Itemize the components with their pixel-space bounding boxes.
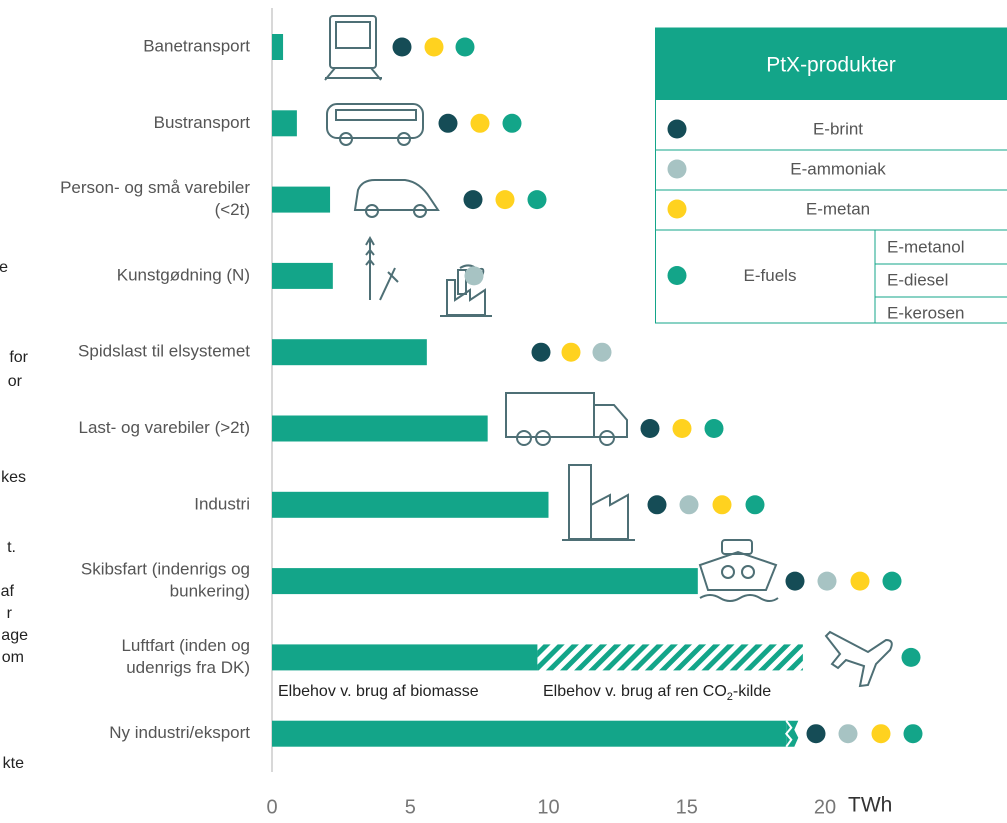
legend-sublabel: E-diesel <box>887 270 948 289</box>
y-tick-label: Banetransport <box>143 36 250 55</box>
y-tick-label: Kunstgødning (N) <box>117 265 250 284</box>
legend-dot <box>668 160 687 179</box>
bar <box>272 416 488 442</box>
y-tick-label: Ny industri/eksport <box>109 723 250 742</box>
annotation: Elbehov v. brug af ren CO2-kilde <box>543 683 771 703</box>
product-dot <box>713 495 732 514</box>
product-dot <box>439 114 458 133</box>
product-dot <box>425 38 444 57</box>
x-tick-label: 15 <box>676 796 698 818</box>
product-dot <box>705 419 724 438</box>
product-dot <box>673 419 692 438</box>
bar <box>272 721 786 747</box>
product-dot <box>872 724 891 743</box>
y-tick-label: Industri <box>194 494 250 513</box>
x-unit: TWh <box>848 794 892 817</box>
bar <box>272 263 333 289</box>
x-tick-label: 20 <box>814 796 836 818</box>
text-fragment: af <box>1 583 15 600</box>
text-fragment: or <box>8 373 23 390</box>
legend-dot <box>668 266 687 285</box>
product-dot <box>393 38 412 57</box>
annotation-text: -kilde <box>733 683 771 700</box>
product-dot <box>839 724 858 743</box>
product-dot <box>680 495 699 514</box>
product-dot <box>503 114 522 133</box>
text-fragment: om <box>2 649 24 666</box>
text-fragment: kes <box>1 469 26 486</box>
y-tick-label: Luftfart (inden og <box>121 636 250 655</box>
text-fragment: e <box>0 259 8 276</box>
legend-label: E-ammoniak <box>790 159 886 178</box>
text-fragment: kte <box>3 755 24 772</box>
product-dot <box>465 266 484 285</box>
annotation-text: Elbehov v. brug af ren CO <box>543 683 727 700</box>
product-dot <box>904 724 923 743</box>
text-fragment: age <box>1 627 28 644</box>
y-tick-label: Person- og små varebiler <box>60 178 250 197</box>
product-dot <box>902 648 921 667</box>
legend-dot <box>668 200 687 219</box>
y-tick-label: Bustransport <box>154 113 251 132</box>
product-dot <box>641 419 660 438</box>
y-tick-label: Skibsfart (indenrigs og <box>81 560 250 579</box>
legend-dot <box>668 120 687 139</box>
product-dot <box>883 572 902 591</box>
legend-label: E-fuels <box>744 266 797 285</box>
product-dot <box>528 190 547 209</box>
product-dot <box>532 343 551 362</box>
product-dot <box>648 495 667 514</box>
text-fragment: t. <box>7 539 16 556</box>
product-dot <box>818 572 837 591</box>
bar <box>272 187 330 213</box>
product-dot <box>786 572 805 591</box>
y-tick-label: Spidslast til elsystemet <box>78 342 250 361</box>
bar <box>272 568 698 594</box>
annotation: Elbehov v. brug af biomasse <box>278 683 479 700</box>
x-tick-label: 10 <box>537 796 559 818</box>
bar <box>537 644 802 670</box>
bar <box>272 110 297 136</box>
y-tick-label: bunkering) <box>170 582 250 601</box>
x-tick-label: 5 <box>405 796 416 818</box>
legend-label: E-metan <box>806 199 870 218</box>
product-dot <box>562 343 581 362</box>
product-dot <box>471 114 490 133</box>
bar <box>272 644 537 670</box>
product-dot <box>807 724 826 743</box>
legend-sublabel: E-kerosen <box>887 303 964 322</box>
product-dot <box>593 343 612 362</box>
x-tick-label: 0 <box>266 796 277 818</box>
text-fragment: for <box>9 349 28 366</box>
product-dot <box>496 190 515 209</box>
annotation-text: Elbehov v. brug af biomasse <box>278 683 479 700</box>
product-dot <box>456 38 475 57</box>
y-tick-label: udenrigs fra DK) <box>126 658 250 677</box>
legend-label: E-brint <box>813 119 863 138</box>
bar <box>272 339 427 365</box>
product-dot <box>464 190 483 209</box>
product-dot <box>746 495 765 514</box>
bar <box>272 492 549 518</box>
text-fragment: r <box>7 605 13 622</box>
y-tick-label: (<2t) <box>215 200 250 219</box>
legend-title: PtX-produkter <box>766 54 896 77</box>
bar <box>272 34 283 60</box>
product-dot <box>851 572 870 591</box>
y-tick-label: Last- og varebiler (>2t) <box>79 418 251 437</box>
legend-sublabel: E-metanol <box>887 237 964 256</box>
